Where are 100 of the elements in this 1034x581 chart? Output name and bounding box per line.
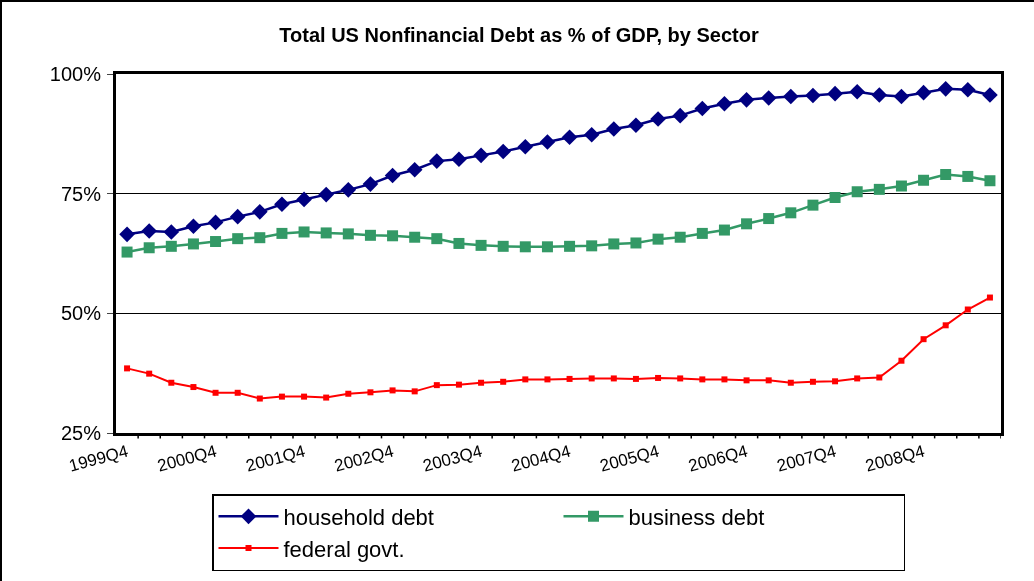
point — [187, 238, 199, 250]
point — [564, 240, 576, 252]
point — [849, 83, 865, 100]
point — [409, 231, 421, 243]
point — [141, 223, 157, 239]
point — [630, 237, 642, 249]
point — [254, 232, 266, 244]
x-tick-label: 2008Q4 — [863, 441, 927, 476]
point — [274, 196, 290, 212]
point — [433, 382, 440, 389]
point — [937, 81, 954, 97]
point — [234, 389, 241, 396]
point — [677, 375, 684, 382]
point — [940, 169, 952, 181]
point — [345, 390, 352, 397]
point — [655, 374, 662, 381]
point — [566, 375, 573, 382]
point — [586, 240, 598, 252]
point — [453, 237, 465, 249]
point — [146, 370, 153, 377]
point — [716, 95, 733, 112]
point — [301, 393, 308, 400]
point — [229, 208, 246, 225]
point — [832, 378, 839, 385]
point — [539, 134, 556, 150]
point — [787, 379, 794, 386]
point — [411, 388, 418, 395]
point — [718, 224, 730, 236]
x-tick-label: 2003Q4 — [420, 441, 485, 476]
x-tick-label: 2006Q4 — [686, 441, 750, 476]
point — [783, 88, 799, 105]
point — [252, 204, 268, 220]
point — [898, 357, 905, 364]
point — [296, 191, 312, 208]
legend-label: household debt — [283, 504, 434, 530]
point — [121, 246, 133, 258]
point — [610, 375, 617, 382]
point — [519, 241, 531, 253]
point — [212, 389, 219, 396]
legend-label: business debt — [628, 504, 765, 530]
point — [362, 176, 379, 192]
point — [318, 186, 334, 203]
point — [763, 213, 775, 225]
point — [541, 241, 553, 253]
y-tick-label: 100% — [49, 63, 102, 85]
x-tick-label: 2007Q4 — [774, 441, 839, 476]
point — [674, 231, 686, 243]
point — [807, 199, 819, 211]
point — [829, 192, 841, 203]
point — [431, 233, 443, 245]
point — [320, 227, 332, 239]
point — [389, 387, 396, 394]
point — [495, 143, 511, 160]
point — [517, 138, 534, 155]
point — [232, 233, 244, 245]
point — [207, 214, 224, 231]
point — [743, 377, 750, 384]
point — [650, 111, 666, 127]
point — [984, 175, 996, 187]
point — [451, 151, 467, 167]
legend-label: federal govt. — [283, 536, 405, 562]
point — [190, 384, 197, 391]
point — [256, 395, 263, 402]
point — [765, 377, 772, 384]
point — [340, 182, 357, 198]
point — [805, 87, 821, 104]
point — [588, 375, 595, 382]
point — [809, 378, 816, 385]
point — [915, 84, 932, 101]
point — [429, 153, 445, 169]
point — [741, 218, 753, 230]
point — [544, 376, 551, 383]
point — [785, 207, 797, 219]
point — [168, 379, 175, 386]
point — [119, 226, 135, 243]
point — [672, 107, 688, 124]
point — [473, 147, 489, 164]
point — [387, 230, 399, 242]
point — [893, 88, 910, 105]
y-tick-label: 25% — [60, 422, 102, 444]
point — [500, 378, 507, 385]
point — [298, 226, 310, 238]
point — [364, 229, 376, 241]
point — [982, 87, 998, 103]
point — [964, 306, 971, 313]
point — [699, 376, 706, 383]
point — [738, 92, 755, 108]
point — [210, 236, 222, 248]
x-tick-label: 2002Q4 — [332, 441, 396, 476]
point — [652, 233, 664, 245]
point — [163, 224, 180, 240]
point — [455, 381, 462, 388]
point — [475, 239, 487, 251]
x-tick-label: 2001Q4 — [243, 441, 308, 476]
chart-title: Total US Nonfinancial Debt as % of GDP, by Sector — [279, 24, 759, 47]
x-tick-label: 1999Q4 — [66, 441, 131, 476]
point — [165, 240, 177, 252]
point — [895, 180, 907, 192]
point — [384, 167, 401, 184]
point — [124, 365, 131, 372]
